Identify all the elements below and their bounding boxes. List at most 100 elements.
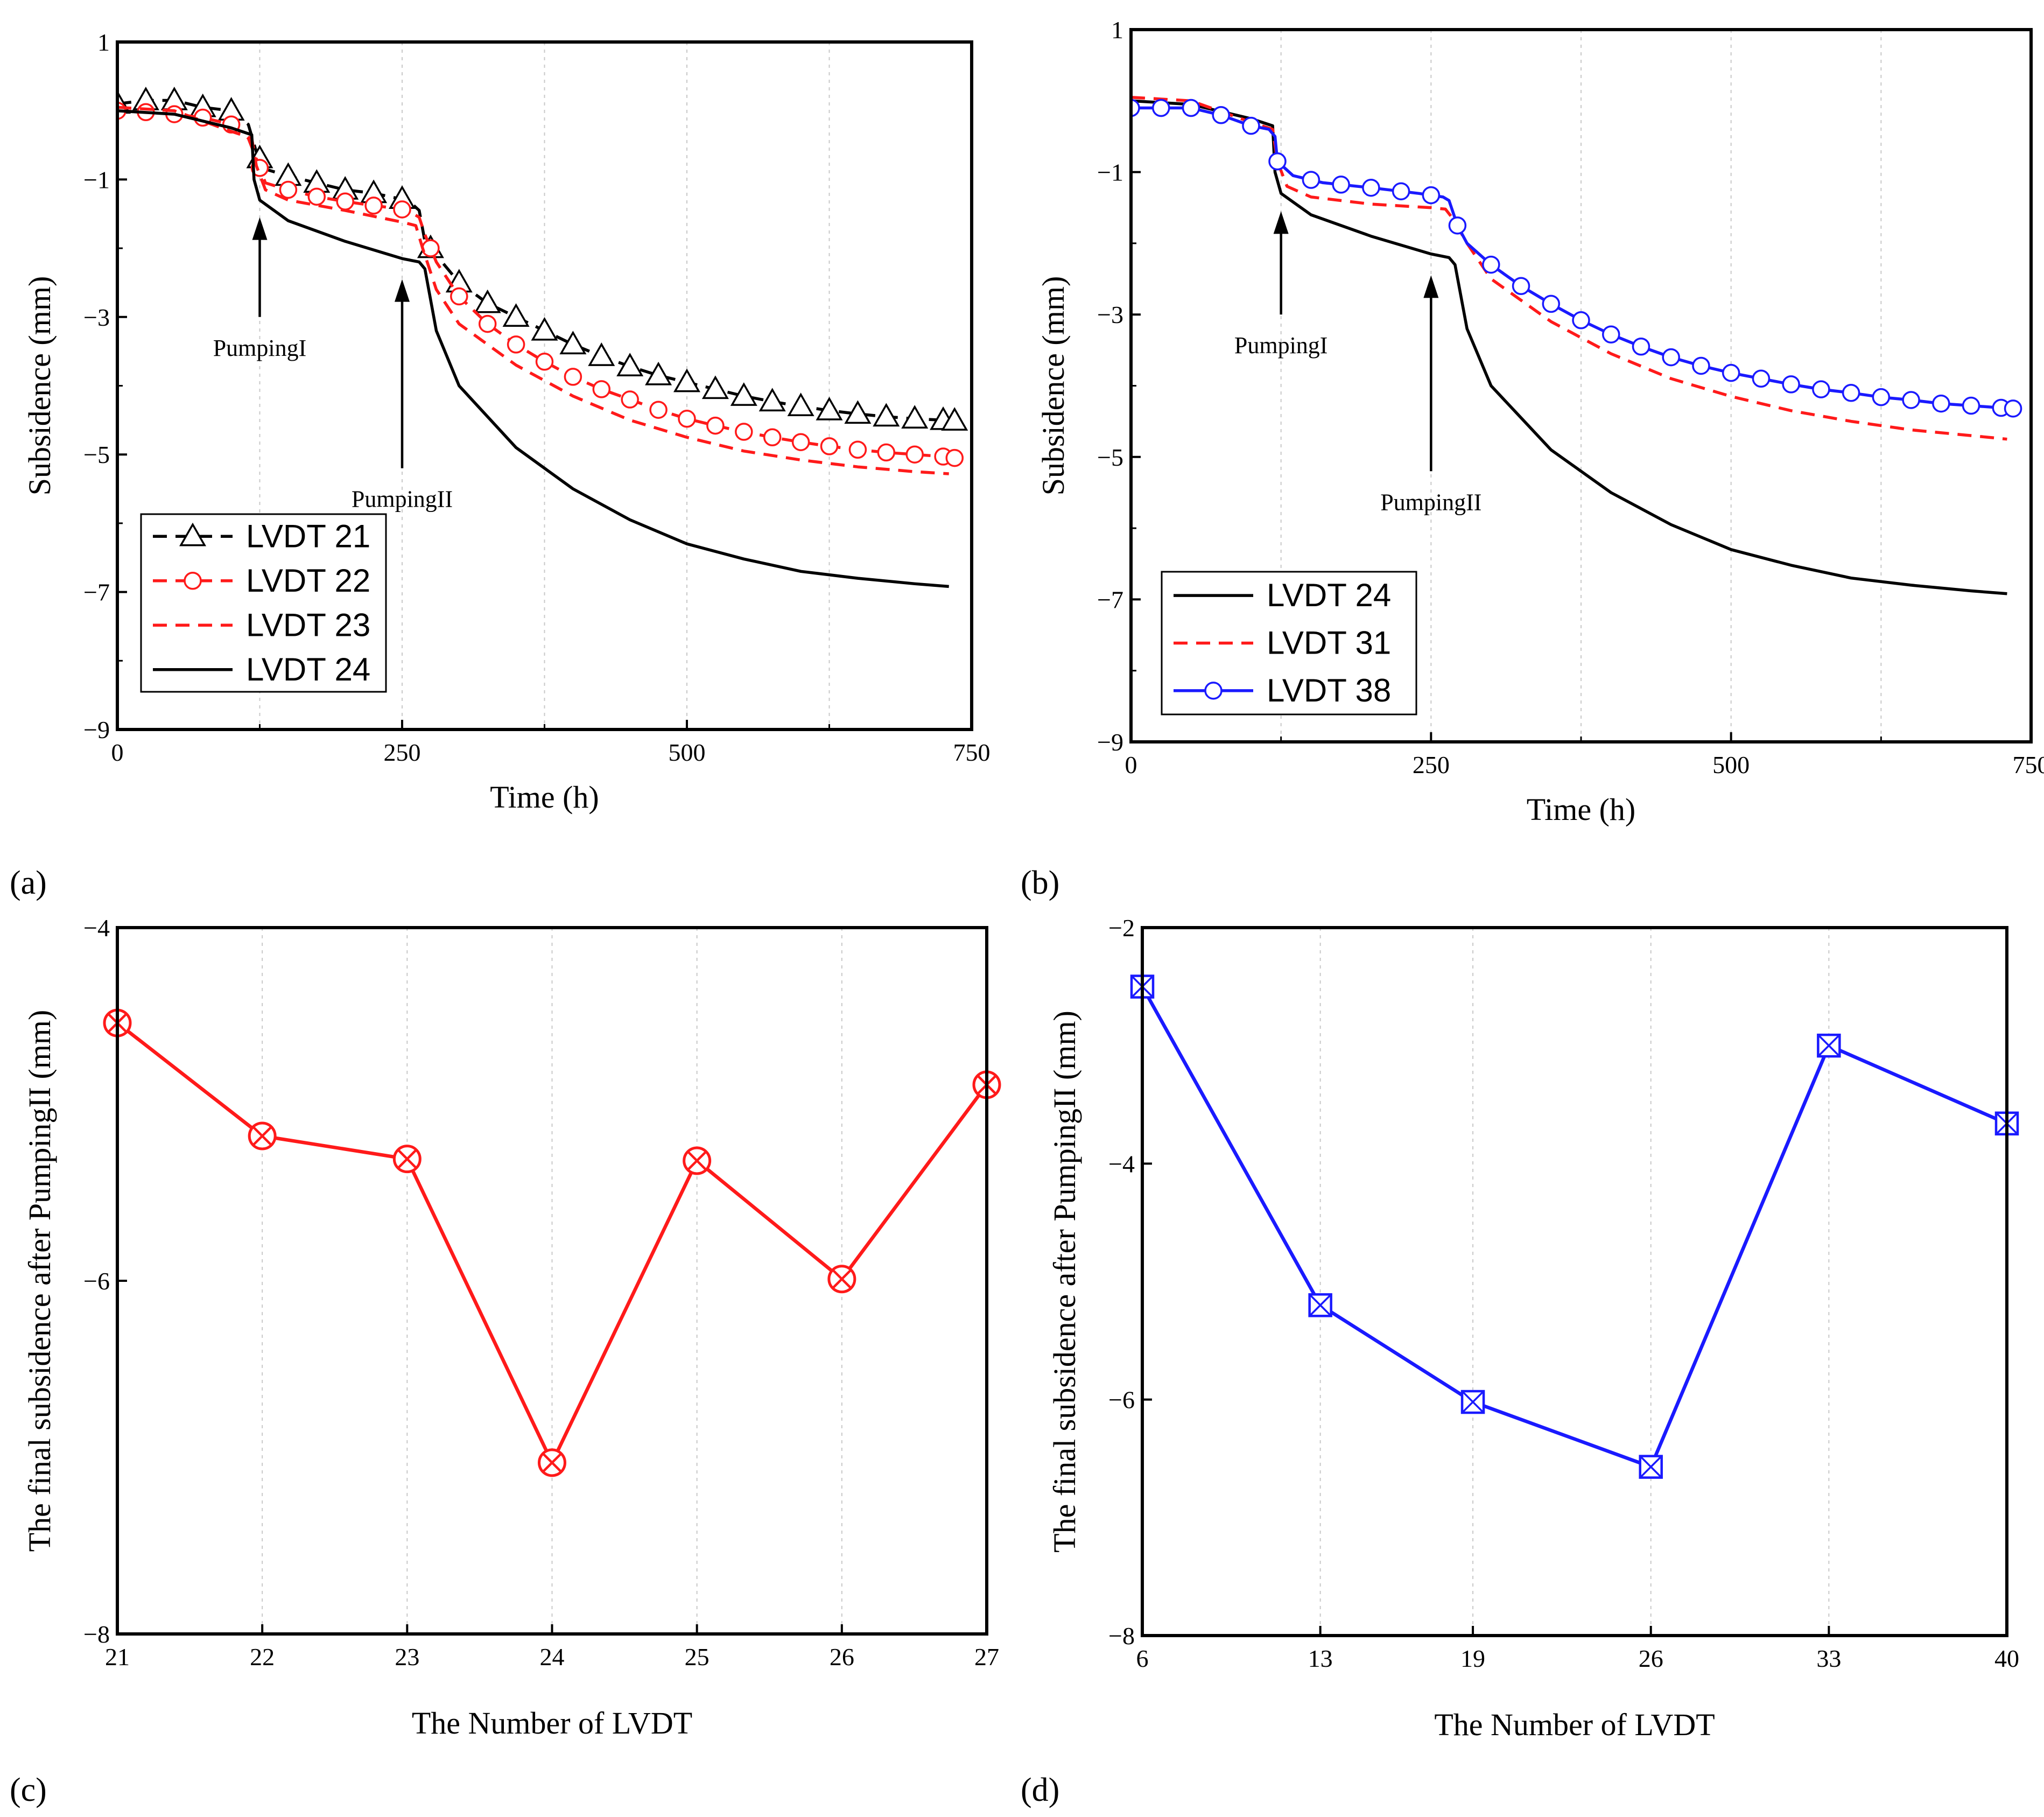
- data-point: [1151, 99, 1170, 117]
- data-point: [1817, 1033, 1841, 1058]
- data-point: [816, 396, 843, 420]
- series-line-lvdt-23: [117, 106, 949, 475]
- data-point: [1902, 391, 1920, 409]
- data-point: [877, 443, 896, 462]
- data-point: [701, 375, 729, 399]
- data-point: [873, 403, 900, 427]
- x-tick-label: 19: [1460, 1645, 1485, 1672]
- x-tick-label: 23: [395, 1643, 419, 1671]
- data-point-cross: [832, 1269, 852, 1289]
- data-point-cross: [542, 1453, 562, 1473]
- data-point: [392, 1145, 422, 1174]
- x-tick-label: 33: [1816, 1645, 1841, 1672]
- y-tick-label: −7: [1097, 586, 1123, 613]
- arrow-head: [395, 279, 410, 302]
- x-tick-label: 250: [1413, 751, 1450, 778]
- data-point: [279, 180, 298, 199]
- data-point: [673, 368, 701, 392]
- data-point: [2004, 399, 2022, 418]
- x-tick-label: 500: [1712, 751, 1750, 778]
- gridlines-c: [262, 928, 842, 1634]
- data-point: [678, 410, 696, 428]
- y-tick-label: −4: [1108, 1150, 1135, 1177]
- data-point: [336, 192, 354, 211]
- y-tick-label: −8: [1108, 1622, 1135, 1650]
- annotation-label: PumpingI: [213, 335, 307, 361]
- x-tick-label: 6: [1136, 1645, 1149, 1672]
- data-point: [649, 401, 668, 419]
- data-point: [763, 428, 782, 447]
- series-line-lvdt-24: [117, 109, 949, 588]
- y-tick-label: 1: [97, 29, 110, 56]
- chart-a: 0 250 500 750 1 −1 −3 −5 −7 −9 Time (h) Subsidence …: [22, 29, 991, 815]
- x-tick-label: 26: [1639, 1645, 1663, 1672]
- data-point-cross: [687, 1150, 707, 1171]
- plot-frame: [1141, 926, 2008, 1637]
- data-point: [393, 200, 411, 219]
- chart-d: 6 13 19 26 33 40 −2 −4 −6 −8 The Number of LVDT The…: [1047, 914, 2019, 1742]
- data-point: [1392, 182, 1410, 201]
- data-point-cross: [1309, 1294, 1332, 1317]
- panel-label: (c): [10, 1772, 47, 1808]
- series-line: [1141, 986, 2008, 1469]
- y-tick-label: −5: [83, 441, 110, 468]
- data-point: [1448, 216, 1467, 235]
- plot-frame: [116, 926, 988, 1636]
- data-point: [616, 353, 644, 376]
- data-point: [588, 342, 615, 366]
- data-point: [1308, 1293, 1332, 1317]
- data-point: [1332, 176, 1350, 194]
- plot-frame: [116, 40, 973, 731]
- data-point: [502, 303, 530, 327]
- legend-label: LVDT 22: [246, 563, 370, 599]
- x-tick-label: 22: [250, 1643, 275, 1671]
- x-tick-label: 250: [384, 739, 421, 766]
- legend-label: LVDT 24: [246, 651, 370, 687]
- legend-b: LVDT 24 LVDT 31 LVDT 38: [1161, 571, 1417, 715]
- chart-c: 21 22 23 24 25 26 27 −4 −6 −8 The Number of LVDT Th…: [22, 914, 1001, 1741]
- data-point: [1572, 311, 1590, 329]
- data-point: [1460, 1390, 1485, 1414]
- y-axis-title: Subsidence (mm): [22, 276, 57, 496]
- data-point: [645, 361, 672, 385]
- data-point: [1692, 356, 1710, 375]
- legend-label: LVDT 23: [246, 607, 370, 643]
- y-tick-label: −3: [83, 304, 110, 331]
- annotation-label: PumpingII: [352, 486, 453, 513]
- x-tick-label: 500: [669, 739, 706, 766]
- data-point: [621, 390, 639, 409]
- y-tick-label: −2: [1108, 914, 1135, 942]
- y-tick-label: −6: [1108, 1386, 1135, 1414]
- data-point: [1182, 99, 1200, 117]
- data-point: [1268, 152, 1287, 171]
- data-d-unclipped: [1130, 974, 2019, 1479]
- data-point: [1131, 99, 1140, 117]
- data-point: [1842, 383, 1860, 402]
- gridlines-d: [1319, 928, 1830, 1636]
- legend-label: LVDT 38: [1267, 672, 1391, 708]
- series-line-lvdt-31: [1131, 95, 2007, 441]
- annotation-label: PumpingI: [1234, 332, 1328, 359]
- y-tick-label: −7: [83, 579, 110, 606]
- data-point: [507, 335, 525, 354]
- x-tick-label: 27: [974, 1643, 999, 1671]
- data-point: [844, 400, 872, 424]
- data-point: [683, 1146, 712, 1175]
- data-point: [1242, 116, 1260, 135]
- data-point: [1812, 380, 1830, 398]
- legend-marker: [1204, 682, 1223, 700]
- axes-b: 0 250 500 750 1 −1 −3 −5 −7 −9 Time (h) Subsidence …: [1036, 16, 2044, 827]
- data-point: [564, 368, 582, 386]
- data-point: [1872, 388, 1891, 406]
- panel-label: (b): [1021, 865, 1059, 901]
- panel-label: (a): [10, 865, 47, 901]
- legend-label: LVDT 24: [1267, 577, 1391, 613]
- markers-lvdt-21: [117, 87, 968, 431]
- arrow-head: [1273, 211, 1289, 234]
- data-point: [1932, 394, 1950, 413]
- y-tick-label: 1: [1111, 16, 1123, 44]
- data-point: [1632, 337, 1650, 356]
- x-tick-label: 26: [830, 1643, 854, 1671]
- annotation-label: PumpingII: [1380, 489, 1481, 515]
